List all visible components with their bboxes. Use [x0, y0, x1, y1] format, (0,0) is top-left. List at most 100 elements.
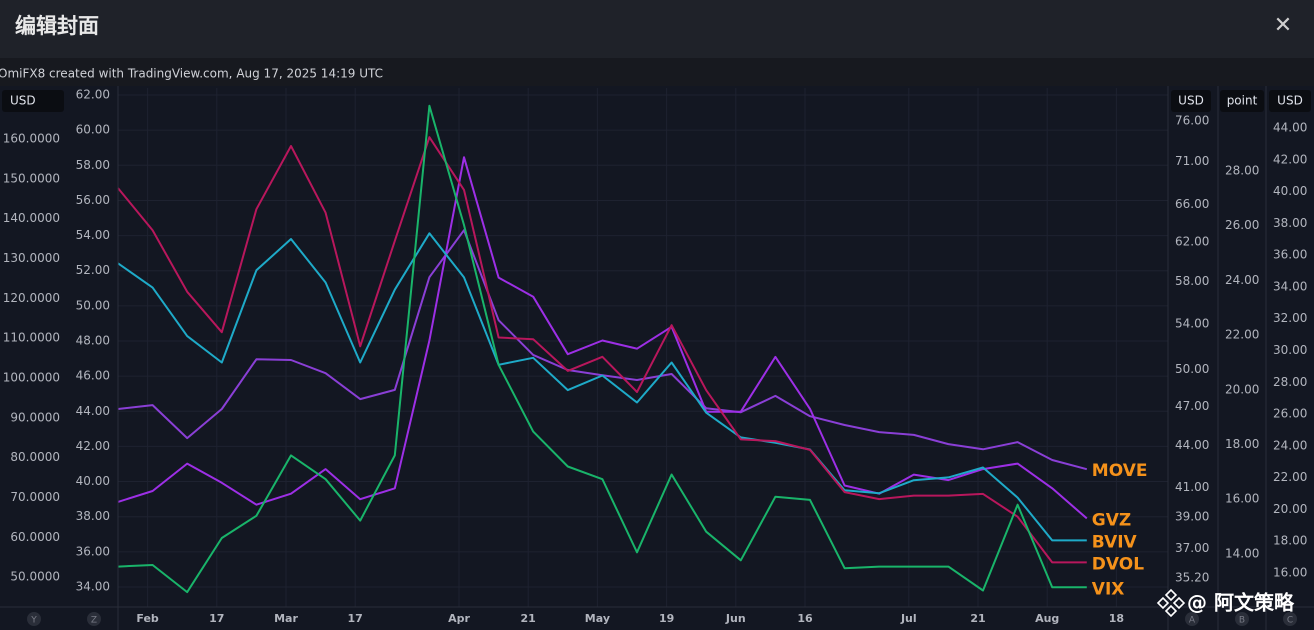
- y5-tick-label: 24.00: [1225, 273, 1259, 287]
- plot: [117, 88, 1168, 607]
- y4-tick-label: 58.00: [1175, 274, 1209, 288]
- y4-tick-label: 62.00: [1175, 234, 1209, 248]
- caption: OmiFX8 created with TradingView.com, Aug…: [0, 67, 383, 81]
- y3-tick-label: 52.00: [76, 263, 110, 277]
- x-tick-label: Apr: [448, 612, 470, 625]
- y3-tick-label: 46.00: [76, 369, 110, 383]
- y-tick-label: 110.0000: [3, 331, 60, 345]
- series-line: [117, 232, 1087, 542]
- y3-tick-label: 60.00: [76, 123, 110, 137]
- unit-box: [1171, 90, 1211, 112]
- y4-tick-label: 50.00: [1175, 362, 1209, 376]
- series-line: [117, 104, 1087, 594]
- y4-tick-label: 35.20: [1175, 570, 1209, 584]
- y4-tick-label: 41.00: [1175, 480, 1209, 494]
- y-tick-label: 80.0000: [10, 450, 60, 464]
- y-tick-label: 60.0000: [10, 530, 60, 544]
- y4-tick-label: 39.00: [1175, 510, 1209, 524]
- y2-tick-label: 30.00: [1273, 343, 1307, 357]
- y2-tick-label: 32.00: [1273, 311, 1307, 325]
- y5-tick-label: 20.00: [1225, 382, 1259, 396]
- x-tick-label: Feb: [136, 612, 159, 625]
- caption-bar: [0, 58, 1314, 86]
- series-label: VIX: [1092, 579, 1125, 599]
- y2-tick-label: 38.00: [1273, 216, 1307, 230]
- y-tick-label: 70.0000: [10, 490, 60, 504]
- x-tick-label: 19: [659, 612, 674, 625]
- y3-tick-label: 56.00: [76, 193, 110, 207]
- x-tick-label: 17: [348, 612, 363, 625]
- axis-badge: [1235, 612, 1249, 626]
- axis-badge-label: B: [1239, 616, 1245, 626]
- close-button[interactable]: ✕: [1274, 13, 1292, 38]
- header-title: 编辑封面: [15, 14, 99, 38]
- x-tick-label: Jun: [725, 612, 746, 625]
- y3-tick-label: 34.00: [76, 579, 110, 593]
- x-tick-label: Aug: [1035, 612, 1059, 625]
- series-label: MOVE: [1092, 461, 1148, 481]
- y-tick-label: 90.0000: [10, 410, 60, 424]
- y2-tick-label: 36.00: [1273, 248, 1307, 262]
- y2-unit: USD: [1277, 94, 1303, 108]
- axis-badge-label: C: [1287, 616, 1293, 626]
- y4-tick-label: 37.00: [1175, 541, 1209, 555]
- x-tick-label: Mar: [274, 612, 298, 625]
- x-tick-label: May: [585, 612, 610, 625]
- y-tick-label: 160.0000: [3, 131, 60, 145]
- x-tick-label: 21: [970, 612, 985, 625]
- y3-tick-label: 50.00: [76, 298, 110, 312]
- y-tick-label: 50.0000: [10, 570, 60, 584]
- unit-box: [1220, 90, 1264, 112]
- axis-badge: [87, 612, 101, 626]
- y3-tick-label: 54.00: [76, 228, 110, 242]
- x-tick-label: 21: [521, 612, 536, 625]
- y-tick-label: 150.0000: [3, 171, 60, 185]
- x-tick-label: Jul: [900, 612, 917, 625]
- y5-unit: point: [1227, 94, 1258, 108]
- y5-tick-label: 26.00: [1225, 218, 1259, 232]
- y5-tick-label: 22.00: [1225, 328, 1259, 342]
- y3-tick-label: 38.00: [76, 509, 110, 523]
- series-label: DVOL: [1092, 554, 1144, 574]
- watermark-icon: [1156, 588, 1186, 618]
- axis-badge: [27, 612, 41, 626]
- y2-tick-label: 28.00: [1273, 375, 1307, 389]
- series-line: [117, 156, 1088, 520]
- chart-bg: [0, 86, 1314, 630]
- unit-box: [1269, 90, 1311, 112]
- series-label: BVIV: [1092, 532, 1138, 552]
- y3-tick-label: 62.00: [76, 88, 110, 102]
- y3-tick-label: 48.00: [76, 333, 110, 347]
- header-bar: [0, 0, 1314, 58]
- x-tick-label: 17: [209, 612, 224, 625]
- y-tick-label: 130.0000: [3, 251, 60, 265]
- y3-tick-label: 42.00: [76, 439, 110, 453]
- series-line: [117, 136, 1087, 564]
- y2-tick-label: 16.00: [1273, 565, 1307, 579]
- y-tick-label: 120.0000: [3, 291, 60, 305]
- y2-tick-label: 40.00: [1273, 184, 1307, 198]
- y2-tick-label: 26.00: [1273, 407, 1307, 421]
- axis-badge: [1283, 612, 1297, 626]
- y2-tick-label: 44.00: [1273, 121, 1307, 135]
- y4-tick-label: 66.00: [1175, 197, 1209, 211]
- y-unit: USD: [10, 94, 36, 108]
- y-tick-label: 100.0000: [3, 370, 60, 384]
- y5-tick-label: 18.00: [1225, 437, 1259, 451]
- y3-tick-label: 40.00: [76, 474, 110, 488]
- axis-badge: [1185, 612, 1199, 626]
- y-tick-label: 140.0000: [3, 211, 60, 225]
- axis-badge-label: Z: [91, 616, 97, 626]
- y2-tick-label: 20.00: [1273, 502, 1307, 516]
- x-tick-label: 18: [1109, 612, 1124, 625]
- y3-tick-label: 36.00: [76, 544, 110, 558]
- unit-box: [2, 90, 64, 112]
- x-tick-label: 16: [797, 612, 813, 625]
- y2-tick-label: 18.00: [1273, 534, 1307, 548]
- y5-tick-label: 28.00: [1225, 163, 1259, 177]
- y5-tick-label: 14.00: [1225, 546, 1259, 560]
- y3-tick-label: 44.00: [76, 404, 110, 418]
- y4-tick-label: 71.00: [1175, 154, 1209, 168]
- y4-tick-label: 76.00: [1175, 113, 1209, 127]
